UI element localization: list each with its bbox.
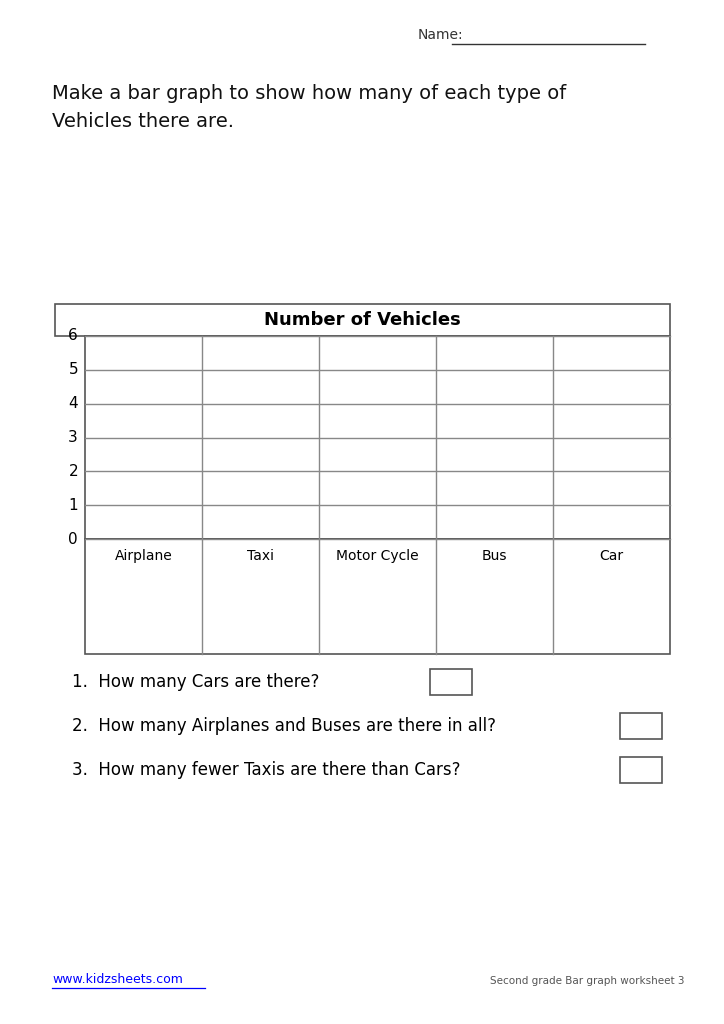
Text: Taxi: Taxi <box>247 549 274 563</box>
Text: 3.  How many fewer Taxis are there than Cars?: 3. How many fewer Taxis are there than C… <box>72 761 460 779</box>
Text: 4: 4 <box>68 396 78 412</box>
Bar <box>620 713 662 739</box>
Bar <box>85 539 670 654</box>
Text: 5: 5 <box>68 362 78 377</box>
Text: Motor Cycle: Motor Cycle <box>336 549 418 563</box>
Text: 1: 1 <box>68 498 78 513</box>
Text: 6: 6 <box>68 329 78 343</box>
Bar <box>55 304 670 336</box>
Bar <box>85 336 670 539</box>
Text: Make a bar graph to show how many of each type of
Vehicles there are.: Make a bar graph to show how many of eac… <box>52 84 566 131</box>
Text: Second grade Bar graph worksheet 3: Second grade Bar graph worksheet 3 <box>490 976 684 986</box>
Text: 2: 2 <box>68 464 78 479</box>
Bar <box>620 757 662 783</box>
Text: Name:: Name: <box>418 28 463 42</box>
Text: Airplane: Airplane <box>114 549 172 563</box>
Text: 2.  How many Airplanes and Buses are there in all?: 2. How many Airplanes and Buses are ther… <box>72 717 496 735</box>
Text: 0: 0 <box>68 531 78 547</box>
Text: Number of Vehicles: Number of Vehicles <box>264 311 461 329</box>
Bar <box>430 669 472 695</box>
Text: Car: Car <box>599 549 623 563</box>
Text: Bus: Bus <box>481 549 508 563</box>
Text: 1.  How many Cars are there?: 1. How many Cars are there? <box>72 673 319 691</box>
Text: 3: 3 <box>68 430 78 445</box>
Text: www.kidzsheets.com: www.kidzsheets.com <box>52 973 183 986</box>
